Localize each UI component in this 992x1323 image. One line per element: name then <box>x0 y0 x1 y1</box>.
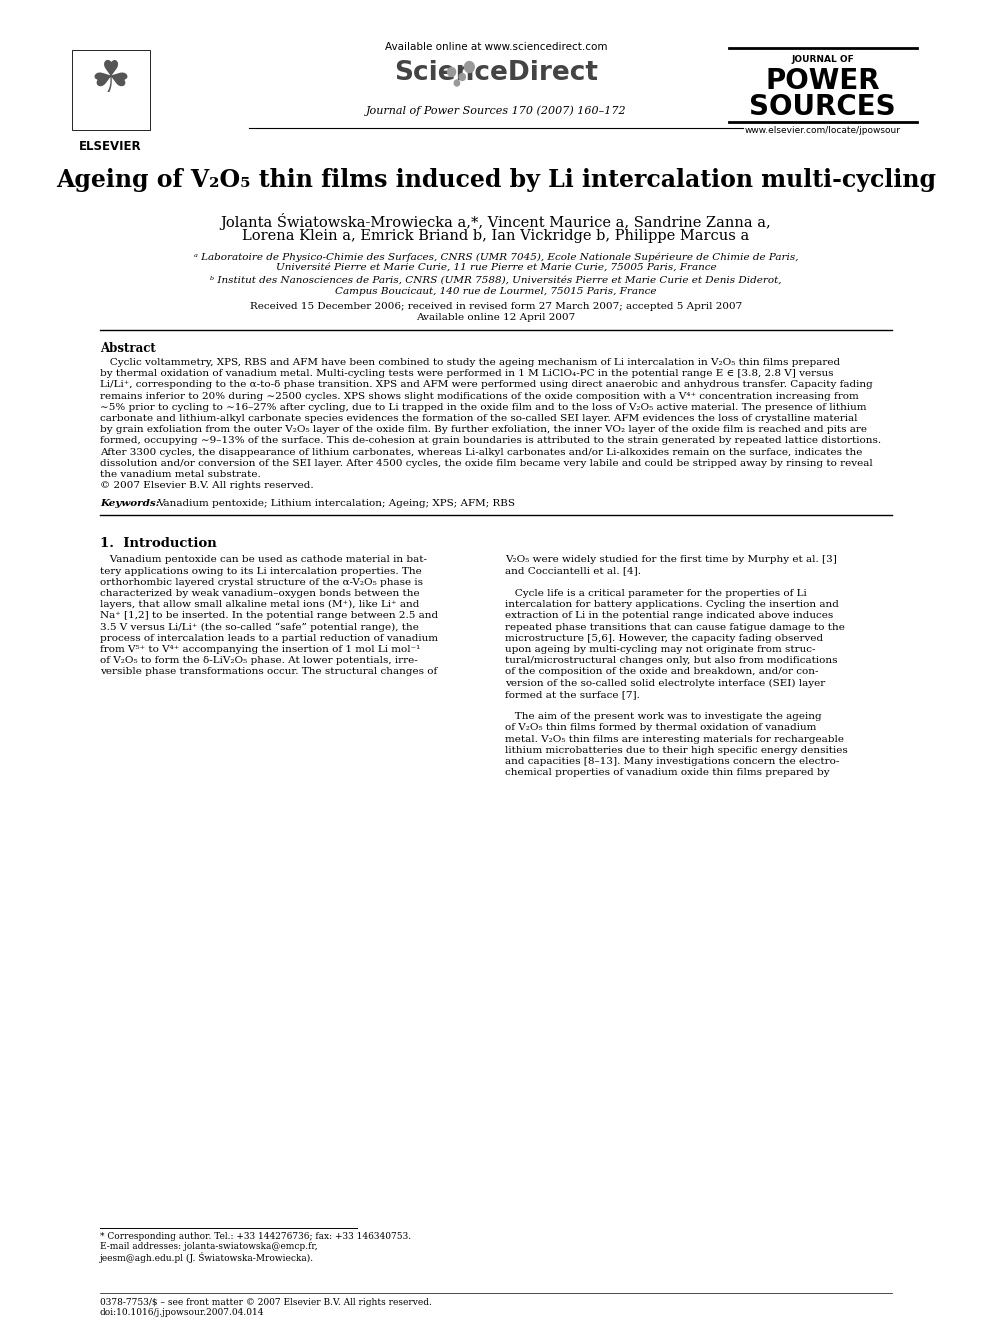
Text: intercalation for battery applications. Cycling the insertion and: intercalation for battery applications. … <box>505 601 839 609</box>
Text: versible phase transformations occur. The structural changes of: versible phase transformations occur. Th… <box>100 667 437 676</box>
Text: of V₂O₅ to form the δ-LiV₂O₅ phase. At lower potentials, irre-: of V₂O₅ to form the δ-LiV₂O₅ phase. At l… <box>100 656 418 665</box>
Text: jeesm@agh.edu.pl (J. Światowska-Mrowiecka).: jeesm@agh.edu.pl (J. Światowska-Mrowieck… <box>100 1252 314 1263</box>
Text: 1.  Introduction: 1. Introduction <box>100 537 216 550</box>
Text: repeated phase transitions that can cause fatigue damage to the: repeated phase transitions that can caus… <box>505 623 845 631</box>
Text: dissolution and/or conversion of the SEI layer. After 4500 cycles, the oxide fil: dissolution and/or conversion of the SEI… <box>100 459 873 468</box>
Circle shape <box>447 67 455 77</box>
Text: Available online 12 April 2007: Available online 12 April 2007 <box>417 314 575 321</box>
Text: Jolanta Światowska-Mrowiecka a,*, Vincent Maurice a, Sandrine Zanna a,: Jolanta Światowska-Mrowiecka a,*, Vincen… <box>220 213 772 230</box>
Text: by grain exfoliation from the outer V₂O₅ layer of the oxide film. By further exf: by grain exfoliation from the outer V₂O₅… <box>100 425 867 434</box>
Text: Université Pierre et Marie Curie, 11 rue Pierre et Marie Curie, 75005 Paris, Fra: Université Pierre et Marie Curie, 11 rue… <box>276 263 716 273</box>
Text: of V₂O₅ thin films formed by thermal oxidation of vanadium: of V₂O₅ thin films formed by thermal oxi… <box>505 724 816 733</box>
Text: tery applications owing to its Li intercalation properties. The: tery applications owing to its Li interc… <box>100 566 422 576</box>
Text: Cycle life is a critical parameter for the properties of Li: Cycle life is a critical parameter for t… <box>505 589 806 598</box>
Text: JOURNAL OF: JOURNAL OF <box>792 56 854 64</box>
Text: version of the so-called solid electrolyte interface (SEI) layer: version of the so-called solid electroly… <box>505 679 825 688</box>
Text: orthorhombic layered crystal structure of the α-V₂O₅ phase is: orthorhombic layered crystal structure o… <box>100 578 423 587</box>
Text: E-mail addresses: jolanta-swiatowska@emcp.fr,: E-mail addresses: jolanta-swiatowska@emc… <box>100 1242 317 1252</box>
Text: V₂O₅ were widely studied for the first time by Murphy et al. [3]: V₂O₅ were widely studied for the first t… <box>505 556 837 565</box>
Text: remains inferior to 20% during ∼2500 cycles. XPS shows slight modifications of t: remains inferior to 20% during ∼2500 cyc… <box>100 392 859 401</box>
Text: doi:10.1016/j.jpowsour.2007.04.014: doi:10.1016/j.jpowsour.2007.04.014 <box>100 1308 265 1316</box>
Circle shape <box>459 74 465 81</box>
Text: The aim of the present work was to investigate the ageing: The aim of the present work was to inves… <box>505 712 821 721</box>
Text: formed at the surface [7].: formed at the surface [7]. <box>505 689 640 699</box>
Text: Li/Li⁺, corresponding to the α-to-δ phase transition. XPS and AFM were performed: Li/Li⁺, corresponding to the α-to-δ phas… <box>100 381 873 389</box>
Text: Ageing of V₂O₅ thin films induced by Li intercalation multi-cycling: Ageing of V₂O₅ thin films induced by Li … <box>56 168 936 192</box>
Text: Vanadium pentoxide; Lithium intercalation; Ageing; XPS; AFM; RBS: Vanadium pentoxide; Lithium intercalatio… <box>157 499 515 508</box>
Text: ELSEVIER: ELSEVIER <box>79 140 142 153</box>
Text: ☘: ☘ <box>90 58 131 101</box>
Text: ∼5% prior to cycling to ∼16–27% after cycling, due to Li trapped in the oxide fi: ∼5% prior to cycling to ∼16–27% after cy… <box>100 402 866 411</box>
Text: from V⁵⁺ to V⁴⁺ accompanying the insertion of 1 mol Li mol⁻¹: from V⁵⁺ to V⁴⁺ accompanying the inserti… <box>100 646 421 654</box>
Text: formed, occupying ∼9–13% of the surface. This de-cohesion at grain boundaries is: formed, occupying ∼9–13% of the surface.… <box>100 437 881 446</box>
Text: Abstract: Abstract <box>100 343 156 355</box>
Text: by thermal oxidation of vanadium metal. Multi-cycling tests were performed in 1 : by thermal oxidation of vanadium metal. … <box>100 369 833 378</box>
Text: 0378-7753/$ – see front matter © 2007 Elsevier B.V. All rights reserved.: 0378-7753/$ – see front matter © 2007 El… <box>100 1298 432 1307</box>
Circle shape <box>454 79 459 86</box>
Text: Na⁺ [1,2] to be inserted. In the potential range between 2.5 and: Na⁺ [1,2] to be inserted. In the potenti… <box>100 611 438 620</box>
Text: 3.5 V versus Li/Li⁺ (the so-called “safe” potential range), the: 3.5 V versus Li/Li⁺ (the so-called “safe… <box>100 623 419 632</box>
Text: Lorena Klein a, Emrick Briand b, Ian Vickridge b, Philippe Marcus a: Lorena Klein a, Emrick Briand b, Ian Vic… <box>242 229 750 243</box>
Text: ScienceDirect: ScienceDirect <box>394 60 598 86</box>
Text: Available online at www.sciencedirect.com: Available online at www.sciencedirect.co… <box>385 42 607 52</box>
Text: Journal of Power Sources 170 (2007) 160–172: Journal of Power Sources 170 (2007) 160–… <box>366 105 626 115</box>
Text: chemical properties of vanadium oxide thin films prepared by: chemical properties of vanadium oxide th… <box>505 769 829 777</box>
Text: tural/microstructural changes only, but also from modifications: tural/microstructural changes only, but … <box>505 656 837 665</box>
Text: www.elsevier.com/locate/jpowsour: www.elsevier.com/locate/jpowsour <box>745 126 901 135</box>
Text: and Cocciantelli et al. [4].: and Cocciantelli et al. [4]. <box>505 566 641 576</box>
Text: extraction of Li in the potential range indicated above induces: extraction of Li in the potential range … <box>505 611 833 620</box>
Text: ᵃ Laboratoire de Physico-Chimie des Surfaces, CNRS (UMR 7045), Ecole Nationale S: ᵃ Laboratoire de Physico-Chimie des Surf… <box>193 251 799 262</box>
Text: SOURCES: SOURCES <box>749 93 896 120</box>
Text: Keywords:: Keywords: <box>100 499 160 508</box>
Text: metal. V₂O₅ thin films are interesting materials for rechargeable: metal. V₂O₅ thin films are interesting m… <box>505 734 844 744</box>
Text: and capacities [8–13]. Many investigations concern the electro-: and capacities [8–13]. Many investigatio… <box>505 757 839 766</box>
Text: Vanadium pentoxide can be used as cathode material in bat-: Vanadium pentoxide can be used as cathod… <box>100 556 427 565</box>
Text: layers, that allow small alkaline metal ions (M⁺), like Li⁺ and: layers, that allow small alkaline metal … <box>100 601 420 610</box>
Text: carbonate and lithium-alkyl carbonate species evidences the formation of the so-: carbonate and lithium-alkyl carbonate sp… <box>100 414 857 423</box>
Circle shape <box>464 61 474 73</box>
Text: lithium microbatteries due to their high specific energy densities: lithium microbatteries due to their high… <box>505 746 847 755</box>
Text: upon ageing by multi-cycling may not originate from struc-: upon ageing by multi-cycling may not ori… <box>505 646 815 654</box>
Text: of the composition of the oxide and breakdown, and/or con-: of the composition of the oxide and brea… <box>505 667 818 676</box>
Text: POWER: POWER <box>766 67 880 95</box>
Text: © 2007 Elsevier B.V. All rights reserved.: © 2007 Elsevier B.V. All rights reserved… <box>100 482 313 491</box>
Text: process of intercalation leads to a partial reduction of vanadium: process of intercalation leads to a part… <box>100 634 438 643</box>
Text: microstructure [5,6]. However, the capacity fading observed: microstructure [5,6]. However, the capac… <box>505 634 823 643</box>
Text: the vanadium metal substrate.: the vanadium metal substrate. <box>100 470 261 479</box>
Text: Received 15 December 2006; received in revised form 27 March 2007; accepted 5 Ap: Received 15 December 2006; received in r… <box>250 302 742 311</box>
Text: characterized by weak vanadium–oxygen bonds between the: characterized by weak vanadium–oxygen bo… <box>100 589 420 598</box>
Text: Campus Boucicaut, 140 rue de Lourmel, 75015 Paris, France: Campus Boucicaut, 140 rue de Lourmel, 75… <box>335 287 657 296</box>
Text: ᵇ Institut des Nanosciences de Paris, CNRS (UMR 7588), Universités Pierre et Mar: ᵇ Institut des Nanosciences de Paris, CN… <box>210 277 782 284</box>
Text: * Corresponding author. Tel.: +33 144276736; fax: +33 146340753.: * Corresponding author. Tel.: +33 144276… <box>100 1232 411 1241</box>
Text: Cyclic voltammetry, XPS, RBS and AFM have been combined to study the ageing mech: Cyclic voltammetry, XPS, RBS and AFM hav… <box>100 359 840 366</box>
Text: After 3300 cycles, the disappearance of lithium carbonates, whereas Li-alkyl car: After 3300 cycles, the disappearance of … <box>100 447 862 456</box>
